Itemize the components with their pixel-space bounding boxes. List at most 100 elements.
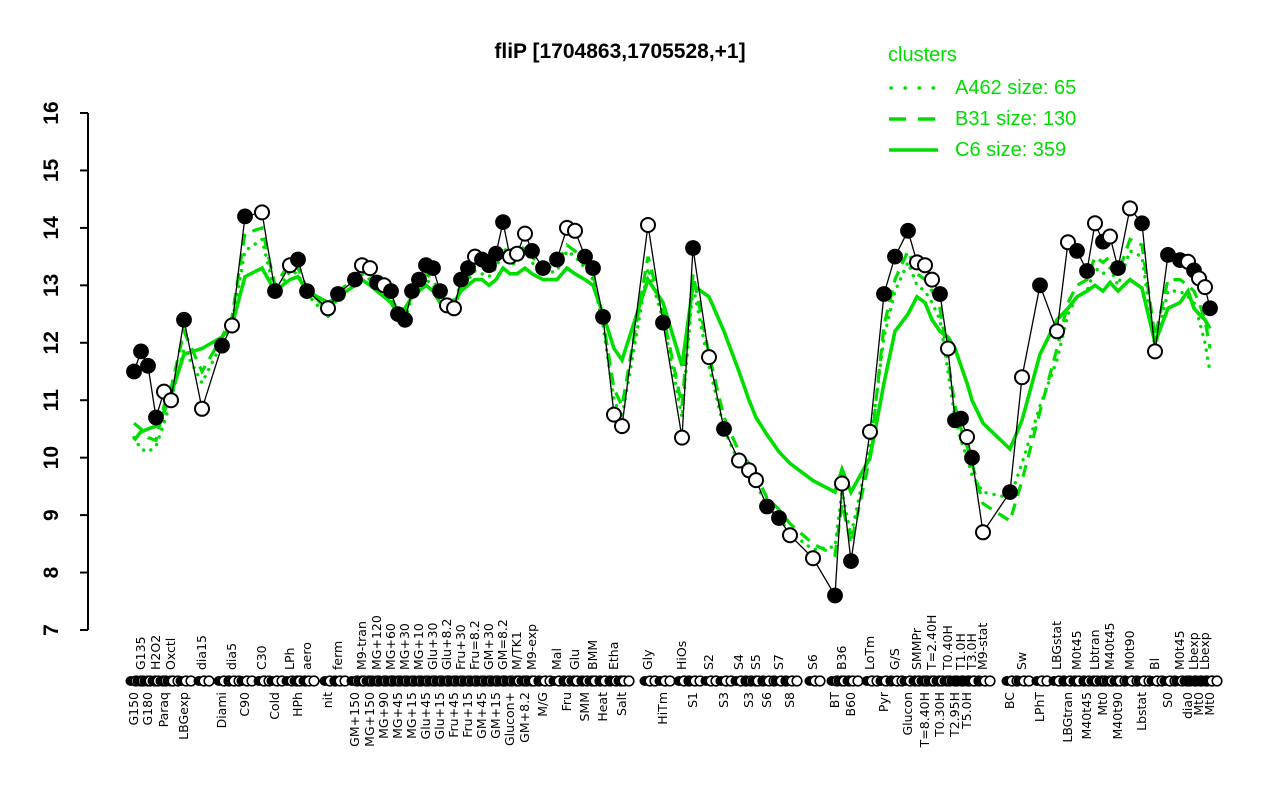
data-point [1110,260,1126,277]
condition-label: S3 [741,692,756,708]
data-point [759,498,775,515]
y-tick-label: 13 [40,274,63,297]
condition-marker-open-icon [852,675,864,687]
data-point [577,248,593,265]
condition-label: Sw [1014,652,1029,670]
condition-label: LoTm [862,636,877,670]
condition-label: T5.0H [959,692,974,730]
data-point [432,283,448,300]
data-point [320,300,336,317]
condition-label: dia0 [1180,692,1195,719]
condition-label: LBGtran [1060,692,1075,743]
condition-label: LPhT [1032,692,1047,722]
condition-label: dia15 [194,635,209,670]
data-point [362,260,378,277]
data-point [940,340,956,357]
condition-label: G/S [887,648,902,670]
condition-label: SMMPr [909,627,924,670]
condition-label: LPh [282,648,297,670]
data-point [224,317,240,334]
data-point [834,475,850,492]
condition-marker-open-icon [664,675,676,687]
condition-label: T0.30H [932,692,947,738]
data-point [347,271,363,288]
legend-item-label: A462 size: 65 [955,76,1077,99]
legend-item-label: B31 size: 130 [955,107,1077,130]
data-point [771,510,787,526]
data-point [876,286,892,302]
condition-label: Glu+45 [418,692,433,739]
condition-label: T=8.40H [917,692,932,748]
data-point [254,204,270,221]
condition-label: BT [827,692,842,709]
data-point [481,257,497,274]
condition-label: GM+45 [474,692,489,739]
condition-label: SMM [577,692,592,722]
condition-marker-open-icon [1211,675,1223,687]
condition-label: MG+90 [376,692,391,739]
condition-label: M0t45 [1069,630,1084,670]
condition-label: Fru+15 [460,692,475,738]
condition-label: S8 [782,692,797,708]
data-point [1087,215,1103,232]
data-point [932,286,948,302]
condition-label: Heat [595,692,610,722]
condition-label: ferm [330,641,345,670]
y-tick-label: 12 [40,331,63,354]
condition-label: S2 [701,654,716,670]
condition-label: Fru [559,692,574,711]
condition-label: Cold [267,692,282,720]
legend-item-b31: B31 size: 130 [888,108,1076,129]
data-point [517,225,533,242]
dashed-line-icon [889,116,940,121]
data-point [843,553,859,569]
y-tick-label: 8 [40,566,63,578]
data-point [1032,277,1048,294]
data-point [290,251,306,268]
data-point [782,527,798,544]
data-point [397,311,413,328]
condition-label: B36 [834,645,849,670]
data-point [1122,200,1138,217]
condition-label: Glu+8.2 [439,619,454,670]
condition-label: MG+60 [383,623,398,670]
condition-label: HiOs [674,641,689,670]
condition-label: Lbtran [1087,629,1102,670]
legend-item-label: C6 size: 359 [955,138,1067,161]
condition-label: Mal [549,648,564,670]
condition-label: GM+150 [347,692,362,747]
data-point [640,217,656,233]
condition-label: Lbstat [1134,692,1149,731]
condition-label: H2O2 [148,635,163,670]
data-point [606,406,622,423]
condition-label: Glucon+ [502,692,517,746]
condition-label: Fru+30 [453,624,468,670]
condition-label: M40t90 [1110,692,1125,740]
data-point [148,409,164,426]
data-point [176,311,192,328]
data-point [674,429,690,446]
condition-label: Gly [640,649,655,670]
data-point [716,421,732,437]
y-tick-label: 9 [40,509,63,521]
data-point [1079,263,1095,279]
data-point [1002,484,1018,501]
condition-label: Salt [614,692,629,716]
condition-label: M9-tran [354,621,369,670]
data-point [685,240,701,256]
condition-label: S6 [759,692,774,708]
condition-marker-open-icon [308,675,320,687]
data-point [805,550,821,567]
condition-label: Fru+45 [446,692,461,738]
data-point [900,222,916,239]
condition-label: S3 [716,692,731,708]
condition-label: Oxctl [163,638,178,670]
condition-label: B60 [843,692,858,717]
data-point [748,472,764,489]
data-point [701,349,717,366]
condition-label: MG+45 [390,692,405,739]
data-point [655,314,671,331]
condition-label: GM=8.2 [495,619,510,670]
data-point [194,400,210,417]
data-point [460,260,476,277]
